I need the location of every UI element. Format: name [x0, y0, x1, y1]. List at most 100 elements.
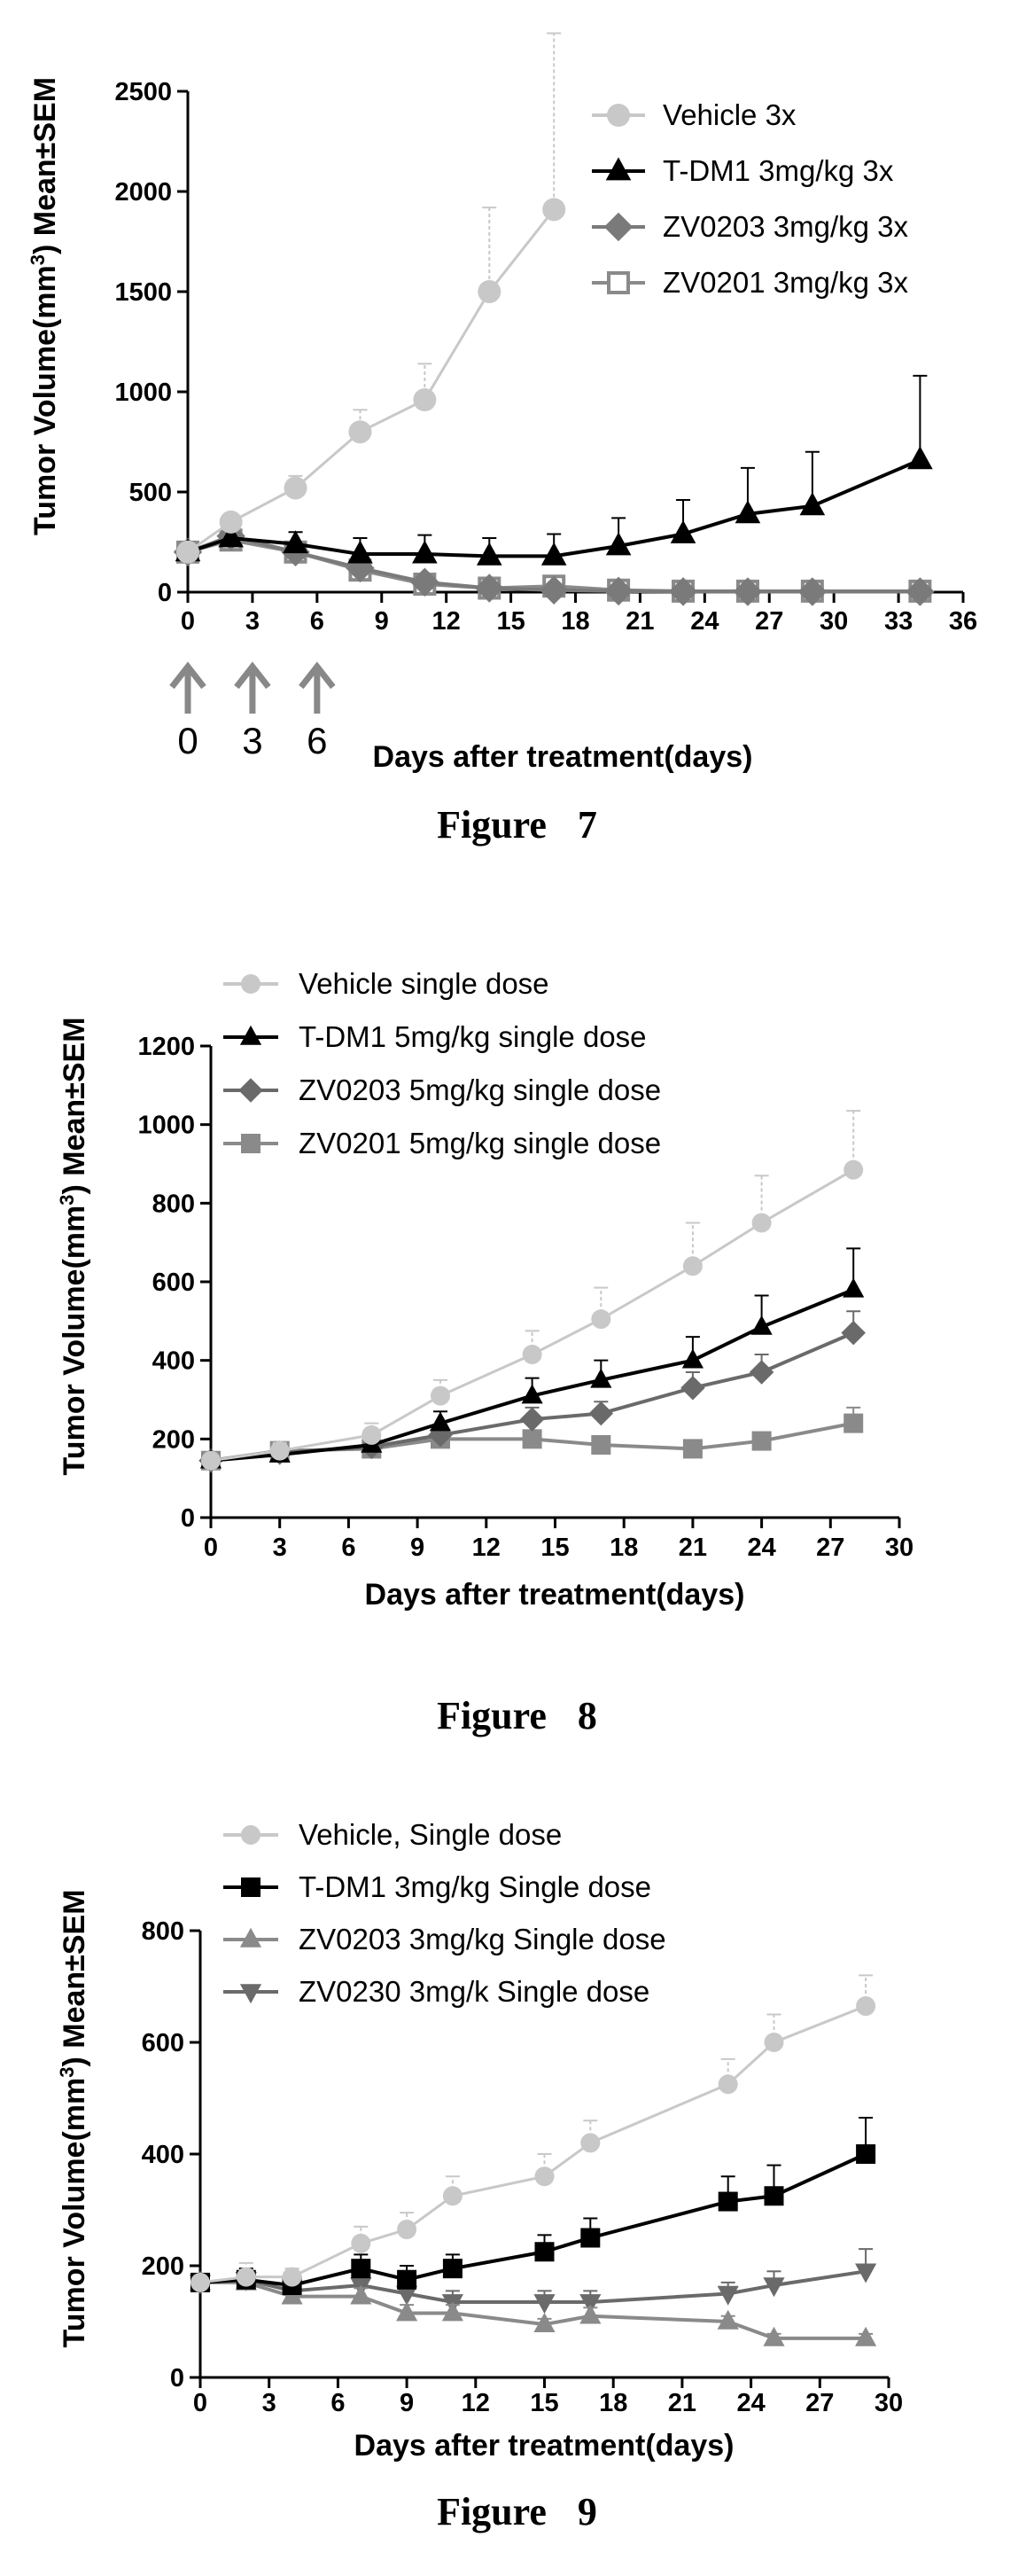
data-point: [717, 2309, 739, 2330]
x-tick-label: 3: [245, 607, 260, 636]
y-tick-label: 1200: [137, 1033, 195, 1061]
y-tick-label: 0: [181, 1504, 195, 1533]
data-point: [590, 1368, 612, 1388]
data-point: [588, 1401, 614, 1426]
data-point: [201, 1450, 221, 1471]
data-point: [668, 577, 698, 606]
legend-marker: [239, 1927, 262, 1948]
dose-arrow-icon: [299, 661, 336, 714]
x-tick-label: 21: [668, 2389, 696, 2417]
x-axis-title: Days after treatment(days): [354, 2429, 735, 2463]
legend-label: ZV0203 5mg/kg single dose: [299, 1073, 661, 1106]
data-point: [442, 2186, 463, 2206]
data-point: [478, 280, 501, 303]
legend-label: ZV0201 3mg/kg 3x: [663, 266, 908, 299]
data-point: [580, 2228, 601, 2248]
data-point: [680, 1375, 705, 1401]
data-point: [397, 2220, 417, 2240]
x-tick-label: 21: [626, 607, 654, 636]
legend: Vehicle, Single dose T-DM1 3mg/kg Single …: [223, 1818, 666, 2008]
data-point: [397, 2269, 417, 2290]
x-tick-label: 6: [330, 2389, 345, 2417]
data-point: [763, 2326, 785, 2346]
x-tick-label: 24: [747, 1534, 775, 1562]
data-point: [176, 540, 199, 564]
data-point: [522, 1345, 542, 1365]
data-point: [906, 577, 935, 606]
y-tick-label: 200: [152, 1425, 195, 1454]
data-point: [413, 388, 437, 412]
legend-item: ZV0203 5mg/kg single dose: [223, 1073, 661, 1106]
data-point: [519, 1407, 545, 1432]
data-point: [841, 1320, 866, 1346]
data-point: [351, 2259, 371, 2279]
dose-arrow-icon: [169, 661, 206, 714]
x-tick-label: 24: [736, 2389, 765, 2417]
legend-item: Vehicle single dose: [223, 967, 549, 1000]
data-point: [681, 1348, 704, 1369]
legend: Vehicle 3x T-DM1 3mg/kg 3x ZV0203 3mg/kg 3…: [592, 98, 908, 299]
x-tick-label: 0: [204, 1534, 218, 1562]
legend-label: ZV0203 3mg/kg 3x: [663, 210, 908, 243]
y-tick-label: 600: [152, 1268, 195, 1297]
legend-marker: [607, 104, 630, 127]
data-point: [750, 1315, 773, 1335]
data-point: [190, 2272, 210, 2292]
data-point: [533, 2294, 556, 2314]
data-point: [856, 1996, 876, 2017]
legend-marker: [239, 1025, 262, 1045]
data-point: [236, 2267, 256, 2287]
legend-label: T-DM1 3mg/kg Single dose: [299, 1870, 651, 1903]
data-point: [410, 567, 439, 597]
series-line: [187, 208, 556, 554]
y-tick-label: 400: [142, 2141, 184, 2169]
data-point: [605, 532, 632, 556]
x-tick-label: 0: [181, 607, 195, 636]
data-point: [282, 2267, 302, 2287]
legend-marker: [241, 974, 260, 994]
x-tick-label: 9: [375, 607, 389, 636]
legend-marker: [239, 1984, 262, 2004]
legend-item: Vehicle, Single dose: [223, 1818, 562, 1851]
legend-marker: [241, 1134, 260, 1153]
y-tick-label: 0: [170, 2364, 184, 2393]
data-point: [522, 1429, 542, 1449]
legend-label: Vehicle 3x: [663, 98, 797, 131]
legend-marker: [603, 212, 634, 242]
x-tick-label: 12: [472, 1534, 501, 1562]
legend-label: Vehicle single dose: [299, 967, 549, 1000]
x-tick-label: 30: [820, 607, 848, 636]
legend-label: Vehicle, Single dose: [299, 1818, 562, 1851]
x-tick-label: 30: [885, 1534, 913, 1562]
x-tick-label: 18: [610, 1534, 638, 1562]
figure-7-caption: Figure 7: [437, 803, 597, 847]
data-point: [283, 530, 308, 554]
figure-8-caption: Figure 8: [437, 1694, 597, 1737]
y-tick-label: 600: [142, 2029, 184, 2057]
dose-day-label: 6: [307, 720, 327, 761]
data-point: [396, 2301, 418, 2322]
data-point: [350, 2284, 372, 2305]
y-axis-title: Tumor Volume(mm3) Mean±SEM: [56, 1889, 91, 2347]
x-tick-label: 6: [341, 1534, 355, 1562]
series-0: [201, 1110, 864, 1471]
data-point: [855, 2326, 877, 2346]
x-tick-label: 9: [400, 2389, 414, 2417]
legend-item: T-DM1 3mg/kg 3x: [592, 154, 894, 187]
y-tick-label: 800: [142, 1917, 184, 1946]
data-point: [441, 2301, 463, 2322]
x-tick-label: 27: [755, 607, 783, 636]
legend-item: T-DM1 3mg/kg Single dose: [223, 1870, 651, 1903]
y-axis-title: Tumor Volume(mm3) Mean±SEM: [56, 1017, 91, 1475]
data-point: [764, 2186, 784, 2206]
legend-item: ZV0201 5mg/kg single dose: [223, 1127, 661, 1159]
data-point: [540, 542, 567, 566]
y-tick-label: 2000: [114, 178, 172, 207]
legend-item: T-DM1 5mg/kg single dose: [223, 1020, 647, 1053]
y-tick-label: 1000: [137, 1112, 195, 1140]
legend-item: ZV0203 3mg/kg Single dose: [223, 1923, 666, 1955]
y-tick-label: 1000: [114, 379, 172, 407]
series-line: [187, 458, 921, 558]
x-tick-label: 27: [805, 2389, 834, 2417]
